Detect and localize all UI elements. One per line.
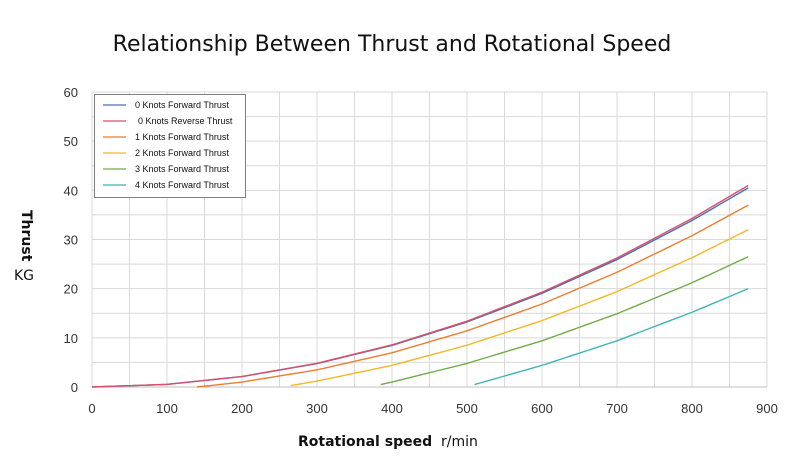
legend-label: 4 Knots Forward Thrust	[135, 180, 229, 190]
y-tick-label: 0	[71, 380, 78, 395]
x-tick-label: 700	[606, 401, 628, 416]
y-axis-label: Thrust	[18, 210, 34, 262]
legend-box	[94, 94, 246, 198]
x-tick-label: 800	[681, 401, 703, 416]
legend-label: 3 Knots Forward Thrust	[135, 164, 229, 174]
y-tick-label: 50	[64, 134, 78, 149]
y-tick-label: 20	[64, 282, 78, 297]
x-axis-unit: r/min	[441, 434, 478, 450]
legend-label: 0 Knots Forward Thrust	[135, 100, 229, 110]
x-tick-label: 500	[456, 401, 478, 416]
y-tick-label: 30	[64, 233, 78, 248]
legend-label: 1 Knots Forward Thrust	[135, 132, 229, 142]
legend-label: 0 Knots Reverse Thrust	[138, 116, 233, 126]
x-tick-label: 0	[88, 401, 95, 416]
y-tick-label: 10	[64, 331, 78, 346]
x-tick-label: 100	[156, 401, 178, 416]
x-tick-label: 600	[531, 401, 553, 416]
legend-label: 2 Knots Forward Thrust	[135, 148, 229, 158]
series-line-1	[91, 184, 749, 388]
chart-title: Relationship Between Thrust and Rotation…	[112, 32, 672, 57]
series-line-3	[290, 229, 749, 387]
y-tick-label: 40	[64, 183, 78, 198]
series-line-2	[196, 204, 749, 388]
x-tick-label: 300	[306, 401, 328, 416]
y-tick-label: 60	[64, 85, 78, 100]
series-line-5	[474, 288, 749, 386]
x-axis-label-group: Rotational speed r/min	[298, 434, 478, 450]
y-axis-unit: KG	[14, 268, 35, 284]
x-tick-label: 900	[756, 401, 778, 416]
x-axis-label: Rotational speed	[298, 434, 433, 450]
x-tick-label: 200	[231, 401, 253, 416]
series-line-4	[380, 256, 749, 386]
x-tick-label: 400	[381, 401, 403, 416]
